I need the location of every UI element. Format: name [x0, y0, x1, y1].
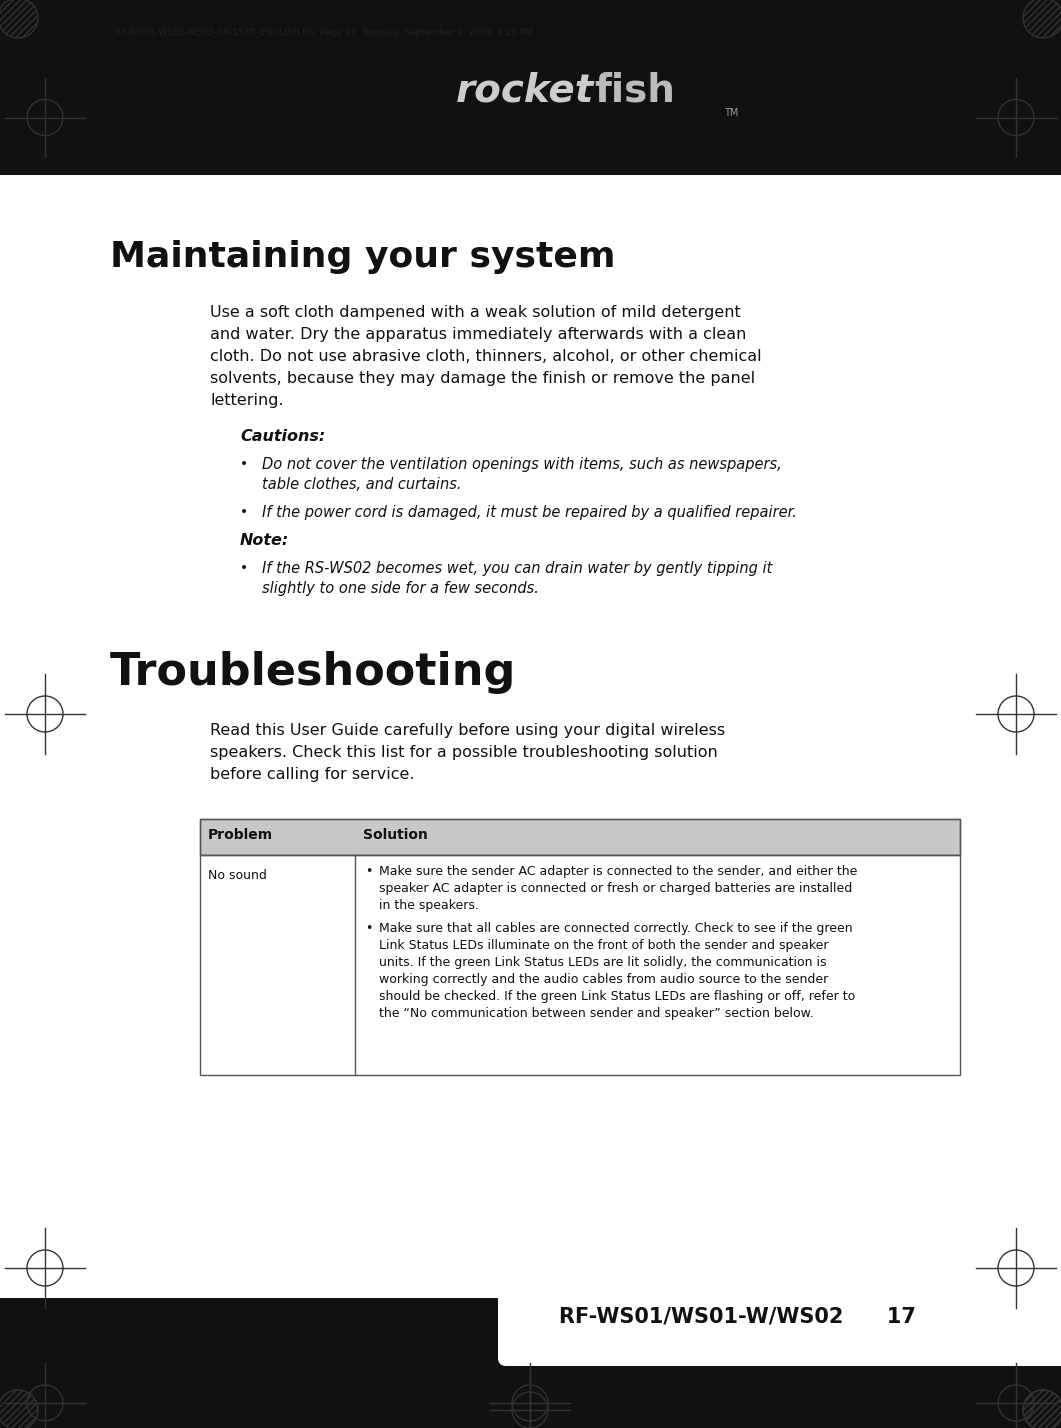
- Text: Troubleshooting: Troubleshooting: [110, 651, 517, 694]
- Text: speakers. Check this list for a possible troubleshooting solution: speakers. Check this list for a possible…: [210, 745, 717, 760]
- Text: Note:: Note:: [240, 533, 290, 548]
- Bar: [0, 0, 1061, 176]
- Text: If the RS-WS02 becomes wet, you can drain water by gently tipping it: If the RS-WS02 becomes wet, you can drai…: [262, 561, 772, 575]
- Text: units. If the green Link Status LEDs are lit solidly, the communication is: units. If the green Link Status LEDs are…: [379, 955, 827, 970]
- Text: Do not cover the ventilation openings with items, such as newspapers,: Do not cover the ventilation openings wi…: [262, 457, 782, 473]
- Text: •: •: [240, 506, 248, 518]
- Text: slightly to one side for a few seconds.: slightly to one side for a few seconds.: [262, 581, 539, 595]
- Bar: [201, 820, 960, 855]
- Text: working correctly and the audio cables from audio source to the sender: working correctly and the audio cables f…: [379, 972, 829, 985]
- Text: before calling for service.: before calling for service.: [210, 767, 415, 783]
- Text: Maintaining your system: Maintaining your system: [110, 240, 615, 274]
- Text: Read this User Guide carefully before using your digital wireless: Read this User Guide carefully before us…: [210, 723, 725, 738]
- Text: Use a soft cloth dampened with a weak solution of mild detergent: Use a soft cloth dampened with a weak so…: [210, 306, 741, 320]
- Text: and water. Dry the apparatus immediately afterwards with a clean: and water. Dry the apparatus immediately…: [210, 327, 746, 341]
- Text: speaker AC adapter is connected or fresh or charged batteries are installed: speaker AC adapter is connected or fresh…: [379, 883, 852, 895]
- Text: table clothes, and curtains.: table clothes, and curtains.: [262, 477, 462, 493]
- Bar: [201, 820, 960, 855]
- Text: the “No communication between sender and speaker” section below.: the “No communication between sender and…: [379, 1007, 814, 1020]
- Text: RF-WS01-WS02-WS03_08-1575_ENGLISH.fm  Page 17  Tuesday, September 2, 2008  4:25 : RF-WS01-WS02-WS03_08-1575_ENGLISH.fm Pag…: [115, 29, 533, 37]
- Text: •: •: [240, 561, 248, 575]
- Text: TM: TM: [725, 109, 738, 119]
- Text: should be checked. If the green Link Status LEDs are flashing or off, refer to: should be checked. If the green Link Sta…: [379, 990, 855, 1002]
- Text: No sound: No sound: [208, 870, 267, 883]
- Text: fish: fish: [594, 71, 675, 110]
- Text: •: •: [365, 922, 372, 935]
- Bar: [201, 855, 960, 1075]
- Text: Link Status LEDs illuminate on the front of both the sender and speaker: Link Status LEDs illuminate on the front…: [379, 940, 829, 952]
- Text: RF-WS01/WS01-W/WS02      17: RF-WS01/WS01-W/WS02 17: [558, 1307, 916, 1327]
- Text: cloth. Do not use abrasive cloth, thinners, alcohol, or other chemical: cloth. Do not use abrasive cloth, thinne…: [210, 348, 762, 364]
- Bar: [0, 1298, 1061, 1428]
- Text: lettering.: lettering.: [210, 393, 283, 408]
- Text: in the speakers.: in the speakers.: [379, 900, 479, 912]
- Text: If the power cord is damaged, it must be repaired by a qualified repairer.: If the power cord is damaged, it must be…: [262, 506, 797, 520]
- Text: Make sure the sender AC adapter is connected to the sender, and either the: Make sure the sender AC adapter is conne…: [379, 865, 857, 878]
- Text: solvents, because they may damage the finish or remove the panel: solvents, because they may damage the fi…: [210, 371, 755, 386]
- Text: Cautions:: Cautions:: [240, 428, 326, 444]
- Text: rocket: rocket: [456, 71, 594, 110]
- Text: Problem: Problem: [208, 828, 273, 843]
- Text: Solution: Solution: [363, 828, 428, 843]
- Text: •: •: [365, 865, 372, 878]
- Text: •: •: [240, 457, 248, 471]
- FancyBboxPatch shape: [498, 1282, 1061, 1367]
- Text: Make sure that all cables are connected correctly. Check to see if the green: Make sure that all cables are connected …: [379, 922, 853, 935]
